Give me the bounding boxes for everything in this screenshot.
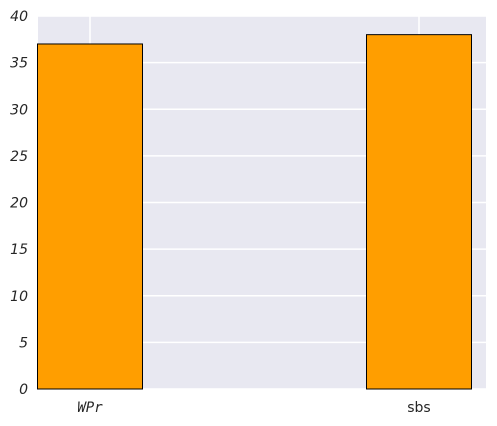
y-tick-label: 30 [10,102,28,118]
y-tick-label: 25 [10,149,28,165]
bar-wpr [37,43,143,390]
x-tick-label: WPr [77,400,103,416]
y-tick-label: 0 [19,382,28,398]
y-tick-label: 15 [10,242,28,258]
x-axis-ticks: WPr sbs [77,400,430,416]
x-tick-label: sbs [407,400,430,416]
bars [37,34,472,390]
bar-sbs [366,34,472,390]
y-tick-label: 5 [19,335,28,351]
y-axis-ticks: 0 5 10 15 20 25 30 35 40 [10,9,28,398]
y-tick-label: 10 [10,289,28,305]
y-tick-label: 20 [10,196,28,212]
y-tick-label: 40 [10,9,28,25]
y-tick-label: 35 [10,56,28,72]
